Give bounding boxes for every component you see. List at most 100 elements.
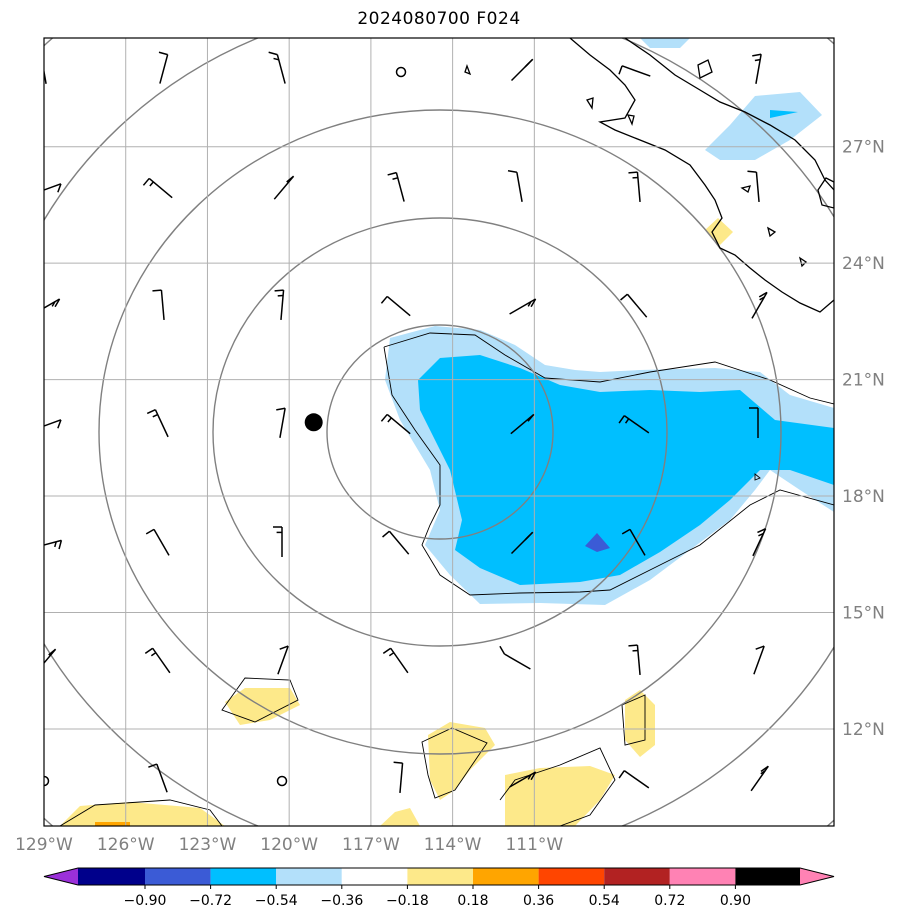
lat-tick-label: 21°N bbox=[842, 371, 885, 391]
wind-barb bbox=[747, 170, 760, 203]
colorbar-tick-label: 0.90 bbox=[720, 893, 751, 909]
wind-barb bbox=[146, 409, 169, 438]
wind-barb bbox=[44, 419, 62, 429]
wind-barb bbox=[142, 177, 173, 199]
contour-lines bbox=[59, 332, 834, 826]
wind-barb bbox=[44, 648, 57, 665]
lat-tick-label: 15°N bbox=[842, 604, 885, 624]
wind-barb bbox=[276, 407, 286, 438]
lat-tick-label: 24°N bbox=[842, 254, 885, 274]
wind-barb bbox=[148, 763, 168, 793]
colorbar-extend-high bbox=[800, 868, 834, 885]
map-frame bbox=[43, 37, 835, 827]
lat-tick-label: 27°N bbox=[842, 138, 885, 158]
wind-barb bbox=[277, 645, 289, 675]
positive-anomaly-c bbox=[505, 766, 615, 826]
wind-barb bbox=[751, 291, 768, 319]
positive-anomaly-orange bbox=[95, 822, 130, 826]
colorbar-tick-label: 0.72 bbox=[654, 893, 685, 909]
negative-anomaly-strong bbox=[585, 533, 610, 552]
wind-barb bbox=[273, 526, 283, 557]
wind-barb bbox=[753, 645, 765, 675]
positive-anomaly-f bbox=[380, 808, 420, 826]
calm-wind-marker bbox=[44, 775, 50, 787]
wind-barb bbox=[510, 531, 534, 555]
wind-barb bbox=[628, 644, 641, 676]
wind-barb bbox=[618, 65, 651, 77]
anomaly-fill-layer bbox=[60, 38, 834, 826]
colorbar-segment bbox=[276, 868, 342, 885]
wind-barb bbox=[509, 298, 537, 315]
wind-barb bbox=[44, 183, 62, 193]
wind-barb bbox=[752, 528, 767, 557]
map-title: 2024080700 F024 bbox=[357, 9, 521, 29]
longitude-labels: 129°W 126°W 123°W 120°W 117°W 114°W 111°W bbox=[15, 835, 563, 855]
wind-barb bbox=[144, 647, 171, 674]
wind-barb bbox=[749, 407, 759, 438]
latitude-labels: 12°N 15°N 18°N 21°N 24°N 27°N bbox=[842, 138, 885, 740]
colorbar-segment bbox=[407, 868, 473, 885]
wind-barb bbox=[510, 58, 534, 82]
colorbar-extend-low bbox=[44, 868, 78, 885]
coastline bbox=[464, 38, 834, 313]
wind-barb bbox=[145, 528, 170, 556]
wind-barb bbox=[752, 53, 762, 84]
wind-barbs bbox=[44, 51, 769, 794]
lon-tick-label: 111°W bbox=[505, 835, 563, 855]
negative-anomaly-baja-deep bbox=[770, 110, 798, 118]
lat-tick-label: 12°N bbox=[842, 720, 885, 740]
positive-anomaly-e bbox=[60, 802, 225, 826]
lon-tick-label: 120°W bbox=[260, 835, 318, 855]
negative-anomaly-deep bbox=[418, 355, 834, 585]
colorbar-segment bbox=[735, 868, 800, 885]
wind-barb bbox=[44, 298, 61, 309]
positive-anomaly-g bbox=[705, 218, 733, 245]
storm-center-marker bbox=[304, 413, 323, 432]
colorbar-tick-label: 0.18 bbox=[457, 893, 488, 909]
colorbar-segment bbox=[78, 868, 145, 885]
wind-barb bbox=[507, 169, 523, 202]
wind-barb bbox=[628, 171, 641, 203]
graticule bbox=[44, 38, 834, 826]
wind-barb bbox=[750, 765, 769, 792]
colorbar-segment bbox=[604, 868, 670, 885]
colorbar-segment bbox=[473, 868, 539, 885]
wind-barb bbox=[618, 770, 650, 789]
wind-barb bbox=[44, 539, 63, 550]
negative-anomaly-baja bbox=[705, 92, 822, 160]
wind-barb bbox=[44, 67, 47, 84]
calm-wind-marker bbox=[276, 775, 288, 787]
wind-barb bbox=[152, 289, 165, 321]
lon-tick-label: 117°W bbox=[342, 835, 400, 855]
wind-barb bbox=[380, 413, 411, 435]
lat-tick-label: 18°N bbox=[842, 487, 885, 507]
colorbar-segment bbox=[669, 868, 736, 885]
wind-barb bbox=[510, 413, 535, 435]
colorbar-tick-label: −0.54 bbox=[255, 893, 298, 909]
lon-tick-label: 129°W bbox=[15, 835, 73, 855]
lon-tick-label: 123°W bbox=[179, 835, 237, 855]
colorbar: −0.90 −0.72 −0.54 −0.36 −0.18 0.18 0.36 0.54 0.7… bbox=[43, 867, 835, 909]
wind-barb bbox=[618, 415, 650, 434]
lon-tick-label: 126°W bbox=[97, 835, 155, 855]
negative-anomaly-top bbox=[640, 38, 690, 48]
wind-barb bbox=[621, 528, 646, 556]
wind-barb bbox=[499, 645, 531, 670]
colorbar-tick-label: 0.36 bbox=[523, 893, 554, 909]
wind-barb bbox=[274, 289, 285, 321]
wind-barb bbox=[158, 51, 169, 84]
wind-barb bbox=[620, 293, 648, 318]
colorbar-tick-label: −0.72 bbox=[189, 893, 232, 909]
positive-anomaly-d bbox=[625, 690, 655, 757]
colorbar-segment bbox=[210, 868, 277, 885]
wind-barb bbox=[387, 171, 405, 202]
wind-barb bbox=[380, 295, 411, 317]
calm-wind-marker bbox=[395, 66, 407, 78]
lon-tick-label: 114°W bbox=[424, 835, 482, 855]
wind-barb bbox=[382, 530, 410, 555]
colorbar-tick-label: −0.90 bbox=[124, 893, 167, 909]
wind-barb bbox=[382, 647, 409, 674]
wind-barb bbox=[273, 175, 295, 200]
